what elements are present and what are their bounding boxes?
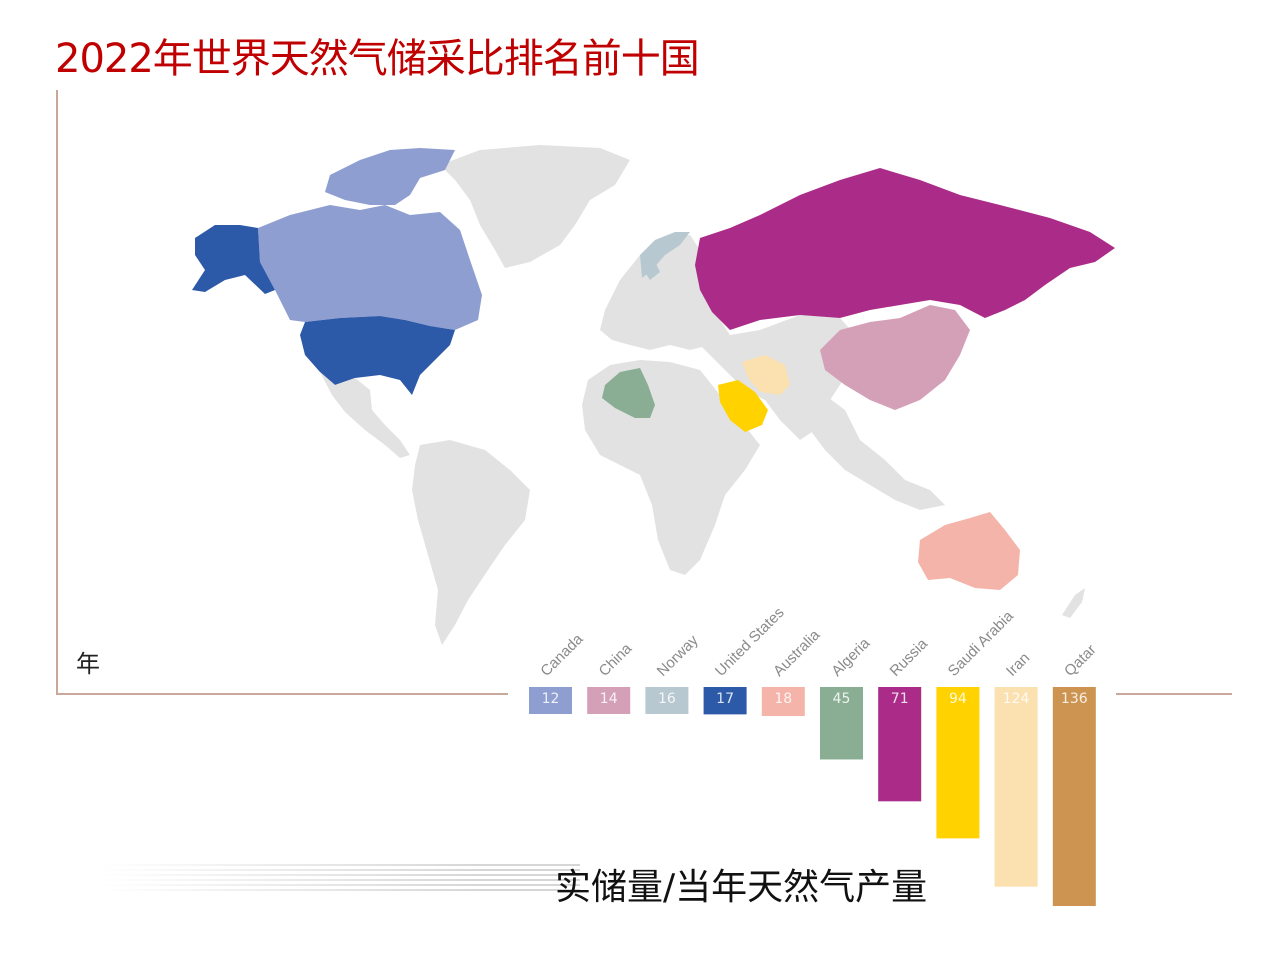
chart-caption: 实储量/当年天然气产量 — [555, 867, 928, 908]
caption-block: 实储量/当年天然气产量 — [100, 858, 940, 908]
bar-qatar — [1052, 687, 1096, 906]
country-greenland — [440, 145, 630, 268]
bar-china — [587, 687, 631, 714]
bar-iran — [994, 687, 1038, 887]
bar-australia — [761, 687, 805, 716]
category-label: Russia — [887, 635, 932, 680]
bar-algeria — [820, 687, 863, 760]
bar-canada — [529, 687, 572, 714]
country-iran — [742, 355, 790, 395]
bar-saudi-arabia — [936, 687, 980, 839]
chart-title: 2022年世界天然气储采比排名前十国 — [55, 36, 700, 82]
bar-united-states — [703, 687, 747, 715]
country-russia — [695, 168, 1115, 330]
category-label: Iran — [1003, 650, 1033, 680]
bar-value-label: 124 — [1003, 691, 1030, 707]
country-australia — [918, 512, 1020, 590]
category-label: Qatar — [1061, 641, 1100, 680]
bar-value-label: 136 — [1061, 691, 1088, 707]
country-canada-islands — [325, 148, 455, 205]
bar-norway — [645, 687, 689, 714]
bar-russia — [878, 687, 922, 802]
bar-value-label: 18 — [774, 691, 792, 707]
category-label: Norway — [654, 632, 702, 680]
axis-line-bottom-right — [1116, 693, 1232, 695]
bar-value-label: 16 — [658, 691, 676, 707]
decorative-stripes — [100, 864, 580, 894]
axis-line-bottom-left — [56, 693, 508, 695]
country-united-states — [300, 316, 455, 395]
unit-label: 年 — [76, 650, 100, 678]
category-label: Algeria — [828, 634, 874, 680]
country-iceland — [642, 262, 660, 280]
continent-south-america — [412, 440, 530, 645]
country-canada — [258, 205, 482, 330]
bar-value-label: 14 — [600, 691, 618, 707]
bar-value-label: 71 — [891, 691, 909, 707]
country-algeria — [602, 368, 655, 418]
axis-line-left — [56, 90, 58, 695]
country-saudi-arabia — [718, 380, 768, 432]
category-label: Canada — [537, 630, 587, 680]
country-new-zealand — [1062, 588, 1085, 618]
region-south-asia — [800, 395, 945, 510]
bar-value-label: 94 — [949, 691, 967, 707]
country-mexico — [320, 372, 410, 458]
bar-value-label: 17 — [716, 691, 734, 707]
country-alaska — [192, 225, 275, 294]
category-label: Australia — [770, 626, 824, 680]
country-china — [820, 305, 970, 410]
category-label: China — [596, 640, 636, 680]
bar-value-label: 12 — [542, 691, 560, 707]
bar-value-label: 45 — [833, 691, 851, 707]
